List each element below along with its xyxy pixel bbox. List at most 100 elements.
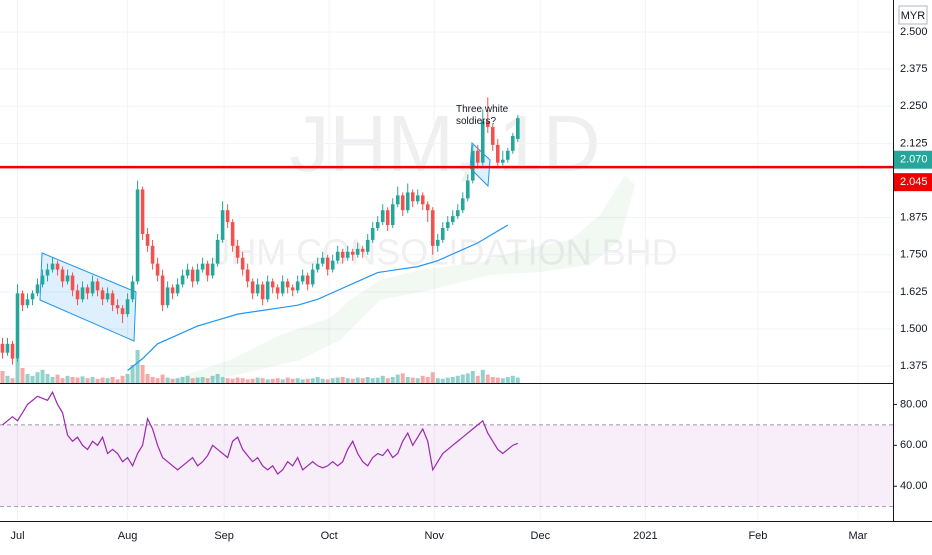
volume-bar (205, 378, 210, 383)
candle-body (270, 281, 275, 288)
volume-bar (330, 378, 335, 383)
candle-body (210, 263, 215, 276)
volume-bar (135, 350, 140, 383)
y-tick-label: 1.875 (900, 212, 928, 224)
volume-bar (35, 372, 40, 383)
candle-body (85, 287, 90, 294)
candle-body (10, 343, 15, 359)
candle-body (245, 269, 250, 282)
candle-body (405, 192, 410, 211)
candles (0, 97, 520, 383)
candle-body (80, 287, 85, 300)
candle-body (230, 222, 235, 246)
candle-body (125, 299, 130, 315)
volume-bar (10, 378, 15, 383)
candle-body (505, 150, 510, 160)
candle-body (285, 281, 290, 288)
volume-bar (280, 379, 285, 383)
y-tick-label: 2.250 (900, 100, 928, 112)
candle-body (300, 275, 305, 282)
candle-body (305, 275, 310, 285)
candle-body (40, 275, 45, 285)
candle-body (385, 210, 390, 226)
candle-body (195, 269, 200, 282)
volume-bar (115, 379, 120, 383)
y-tick-label: 1.375 (900, 360, 928, 372)
candle-body (95, 281, 100, 291)
candle-body (145, 233, 150, 246)
x-tick-label: Sep (214, 530, 234, 542)
volume-bar (345, 378, 350, 383)
volume-bar (170, 378, 175, 383)
candle-body (35, 284, 40, 294)
volume-bar (105, 378, 110, 383)
candle-body (30, 293, 35, 300)
candle-body (335, 251, 340, 261)
volume-bar (475, 375, 480, 383)
volume-bar (65, 375, 70, 383)
volume-bar (515, 377, 520, 383)
volume-bar (210, 375, 215, 383)
candle-body (175, 284, 180, 294)
volume-bar (510, 375, 515, 383)
volume-bar (270, 378, 275, 383)
candle-body (250, 281, 255, 294)
volume-bar (490, 377, 495, 383)
level-label-box (894, 173, 932, 192)
volume-bar (455, 375, 460, 383)
volume-bar (450, 377, 455, 383)
volume-bar (265, 379, 270, 383)
candle-body (420, 195, 425, 205)
volume-bar (255, 377, 260, 383)
candle-body (225, 210, 230, 223)
volume-bar (250, 378, 255, 383)
volume-bar (285, 377, 290, 383)
candle-body (155, 263, 160, 276)
candle-body (490, 127, 495, 145)
volume-bar (220, 377, 225, 383)
candle-body (400, 195, 405, 211)
volume-bar (435, 378, 440, 383)
volume-bar (315, 377, 320, 383)
candle-body (160, 275, 165, 306)
x-tick-label: Jul (10, 530, 24, 542)
candle-body (425, 204, 430, 211)
candle-body (15, 293, 20, 359)
volume-bar (145, 374, 150, 383)
volume-bar (390, 377, 395, 383)
volume-bar (405, 377, 410, 383)
volume-bar (15, 359, 20, 383)
volume-bar (375, 377, 380, 383)
volume-bar (180, 377, 185, 383)
rsi-tick-label: 40.00 (900, 480, 928, 492)
rsi-tick-label: 60.00 (900, 439, 928, 451)
y-tick-label: 2.125 (900, 137, 928, 149)
volume-bar (240, 378, 245, 383)
candle-body (480, 121, 485, 163)
volume-bar (30, 375, 35, 383)
volume-bar (50, 377, 55, 383)
candle-body (375, 222, 380, 229)
volume-bar (195, 377, 200, 383)
volume-bar (335, 377, 340, 383)
candle-body (100, 290, 105, 300)
currency-box (898, 5, 928, 25)
candle-body (255, 284, 260, 294)
level-label: 2.045 (900, 176, 928, 188)
volume-bar (410, 377, 415, 383)
volume-bar (190, 378, 195, 383)
candle-body (110, 293, 115, 306)
x-tick-label: Dec (531, 530, 551, 542)
candle-body (185, 269, 190, 276)
candle-body (450, 216, 455, 223)
volume-bar (325, 379, 330, 383)
volume-bar (480, 369, 485, 383)
candle-body (295, 281, 300, 291)
volume-bar (370, 378, 375, 383)
candle-body (470, 150, 475, 181)
volume-bar (225, 378, 230, 383)
y-tick-label: 2.375 (900, 63, 928, 75)
candle-body (485, 121, 490, 128)
volume-bar (155, 378, 160, 383)
